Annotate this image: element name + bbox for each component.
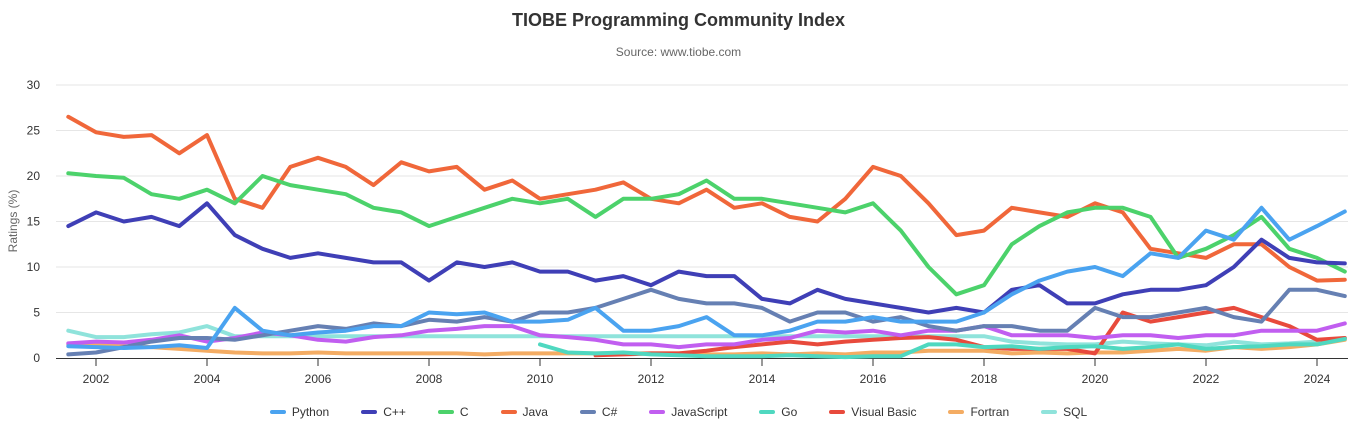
x-tick-label: 2002 (83, 372, 110, 386)
legend-item[interactable]: Fortran (948, 405, 1009, 419)
legend-swatch-icon (437, 410, 454, 414)
chart-subtitle: Source: www.tiobe.com (615, 45, 742, 59)
legend-label: Fortran (970, 405, 1010, 419)
y-axis-title: Ratings (%) (6, 190, 20, 253)
legend-item[interactable]: JavaScript (649, 405, 727, 419)
legend-item[interactable]: Visual Basic (829, 405, 916, 419)
legend-swatch-icon (500, 410, 517, 414)
legend-swatch-icon (948, 410, 965, 414)
legend-swatch-icon (1041, 410, 1058, 414)
legend-label: Java (522, 405, 548, 419)
legend-swatch-icon (361, 410, 378, 414)
line-chart: 0 5 10 15 20 25 30 2002 2004 2006 2008 2010 2012 201… (6, 78, 1348, 386)
legend-label: Visual Basic (851, 405, 917, 419)
x-tick-label: 2006 (305, 372, 332, 386)
legend-label: C (459, 405, 469, 419)
series-lines (66, 114, 1347, 360)
x-tick-label: 2022 (1193, 372, 1220, 386)
x-tick-label: 2020 (1082, 372, 1109, 386)
legend-label: Python (291, 405, 330, 419)
x-tick-label: 2014 (749, 372, 776, 386)
y-tick-label: 10 (27, 260, 41, 274)
y-tick-label: 20 (27, 169, 41, 183)
series-line-java[interactable] (66, 114, 1347, 283)
series-line-c[interactable] (66, 171, 1347, 297)
y-axis-ticks: 0 5 10 15 20 25 30 (27, 78, 41, 365)
legend-label: SQL (1063, 405, 1088, 419)
legend-item[interactable]: C++ (361, 405, 406, 419)
y-tick-label: 30 (27, 78, 41, 92)
x-tick-label: 2012 (638, 372, 665, 386)
series-line-go[interactable] (538, 336, 1347, 360)
legend-item[interactable]: Java (500, 405, 548, 419)
y-tick-label: 15 (27, 215, 41, 229)
legend-swatch-icon (269, 410, 286, 414)
legend-item[interactable]: Python (269, 405, 330, 419)
x-axis: 2002 2004 2006 2008 2010 2012 2014 2016 2018 2020… (56, 358, 1348, 386)
legend-swatch-icon (579, 410, 596, 414)
x-tick-label: 2008 (416, 372, 443, 386)
series-line-visual-basic[interactable] (593, 305, 1347, 358)
series-line-python[interactable] (66, 205, 1347, 350)
legend-swatch-icon (649, 410, 666, 414)
legend-label: C# (601, 405, 618, 419)
legend-item[interactable]: C# (579, 405, 618, 419)
x-tick-label: 2016 (860, 372, 887, 386)
legend: Python C++ C Java C# JavaScript Go Visual Basic… (0, 405, 1357, 419)
y-tick-label: 25 (27, 124, 41, 138)
legend-label: JavaScript (671, 405, 728, 419)
y-tick-label: 0 (33, 351, 40, 365)
x-tick-label: 2024 (1304, 372, 1331, 386)
legend-item[interactable]: C (437, 405, 469, 419)
gridlines (56, 84, 1348, 313)
legend-swatch-icon (759, 410, 776, 414)
x-tick-label: 2018 (971, 372, 998, 386)
series-line-c-[interactable] (66, 201, 1347, 315)
x-tick-label: 2004 (194, 372, 221, 386)
legend-label: C++ (383, 405, 406, 419)
legend-label: Go (781, 405, 798, 419)
x-tick-label: 2010 (527, 372, 554, 386)
y-tick-label: 5 (33, 306, 40, 320)
legend-swatch-icon (829, 410, 846, 414)
legend-item[interactable]: SQL (1041, 405, 1087, 419)
legend-item[interactable]: Go (759, 405, 797, 419)
chart-title: TIOBE Programming Community Index (511, 10, 846, 30)
